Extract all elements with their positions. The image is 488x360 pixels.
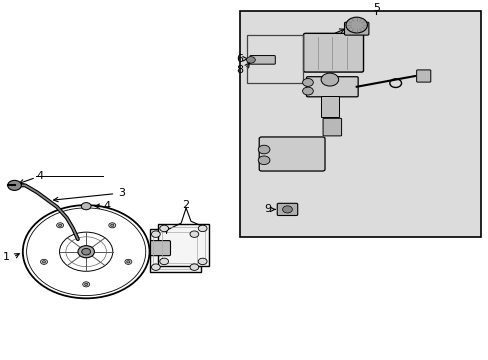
- Circle shape: [81, 203, 91, 210]
- Circle shape: [81, 248, 90, 255]
- Text: 4: 4: [36, 171, 43, 181]
- FancyBboxPatch shape: [303, 33, 363, 72]
- Circle shape: [126, 261, 130, 263]
- Circle shape: [258, 145, 269, 154]
- Bar: [246, 35, 303, 83]
- Circle shape: [190, 231, 198, 237]
- FancyBboxPatch shape: [416, 70, 430, 82]
- Bar: [239, 12, 480, 237]
- Text: 6: 6: [236, 54, 243, 64]
- Circle shape: [110, 224, 114, 226]
- FancyBboxPatch shape: [277, 203, 297, 216]
- Circle shape: [190, 264, 198, 270]
- Text: 7: 7: [309, 35, 316, 45]
- Circle shape: [302, 87, 313, 95]
- Circle shape: [82, 282, 89, 287]
- FancyBboxPatch shape: [344, 22, 368, 35]
- Circle shape: [346, 17, 366, 33]
- Circle shape: [282, 206, 292, 213]
- Circle shape: [246, 57, 255, 63]
- Circle shape: [198, 258, 206, 265]
- Bar: [153, 232, 196, 269]
- Circle shape: [258, 156, 269, 165]
- Text: 1: 1: [2, 252, 10, 262]
- FancyBboxPatch shape: [259, 137, 325, 171]
- Circle shape: [8, 180, 21, 190]
- FancyBboxPatch shape: [323, 118, 341, 136]
- Circle shape: [160, 225, 168, 231]
- Circle shape: [57, 223, 63, 228]
- Text: 5: 5: [372, 3, 379, 13]
- Text: 4: 4: [103, 201, 110, 211]
- Circle shape: [160, 258, 168, 265]
- Text: 9: 9: [264, 204, 271, 215]
- Circle shape: [302, 78, 313, 86]
- FancyBboxPatch shape: [306, 77, 357, 97]
- Text: 8: 8: [236, 64, 243, 75]
- Circle shape: [151, 264, 160, 270]
- Bar: [149, 229, 200, 272]
- Bar: [162, 226, 204, 263]
- Circle shape: [321, 73, 338, 86]
- Bar: [158, 224, 208, 266]
- Circle shape: [108, 223, 116, 228]
- Circle shape: [84, 283, 87, 285]
- Circle shape: [151, 231, 160, 237]
- Circle shape: [41, 259, 47, 264]
- Bar: [321, 96, 338, 117]
- Text: 3: 3: [118, 188, 124, 198]
- Circle shape: [59, 224, 61, 226]
- FancyBboxPatch shape: [249, 55, 275, 64]
- FancyBboxPatch shape: [150, 240, 170, 256]
- Circle shape: [198, 225, 206, 231]
- Circle shape: [124, 259, 132, 264]
- Circle shape: [78, 246, 94, 258]
- Text: 2: 2: [182, 200, 189, 210]
- Circle shape: [42, 261, 45, 263]
